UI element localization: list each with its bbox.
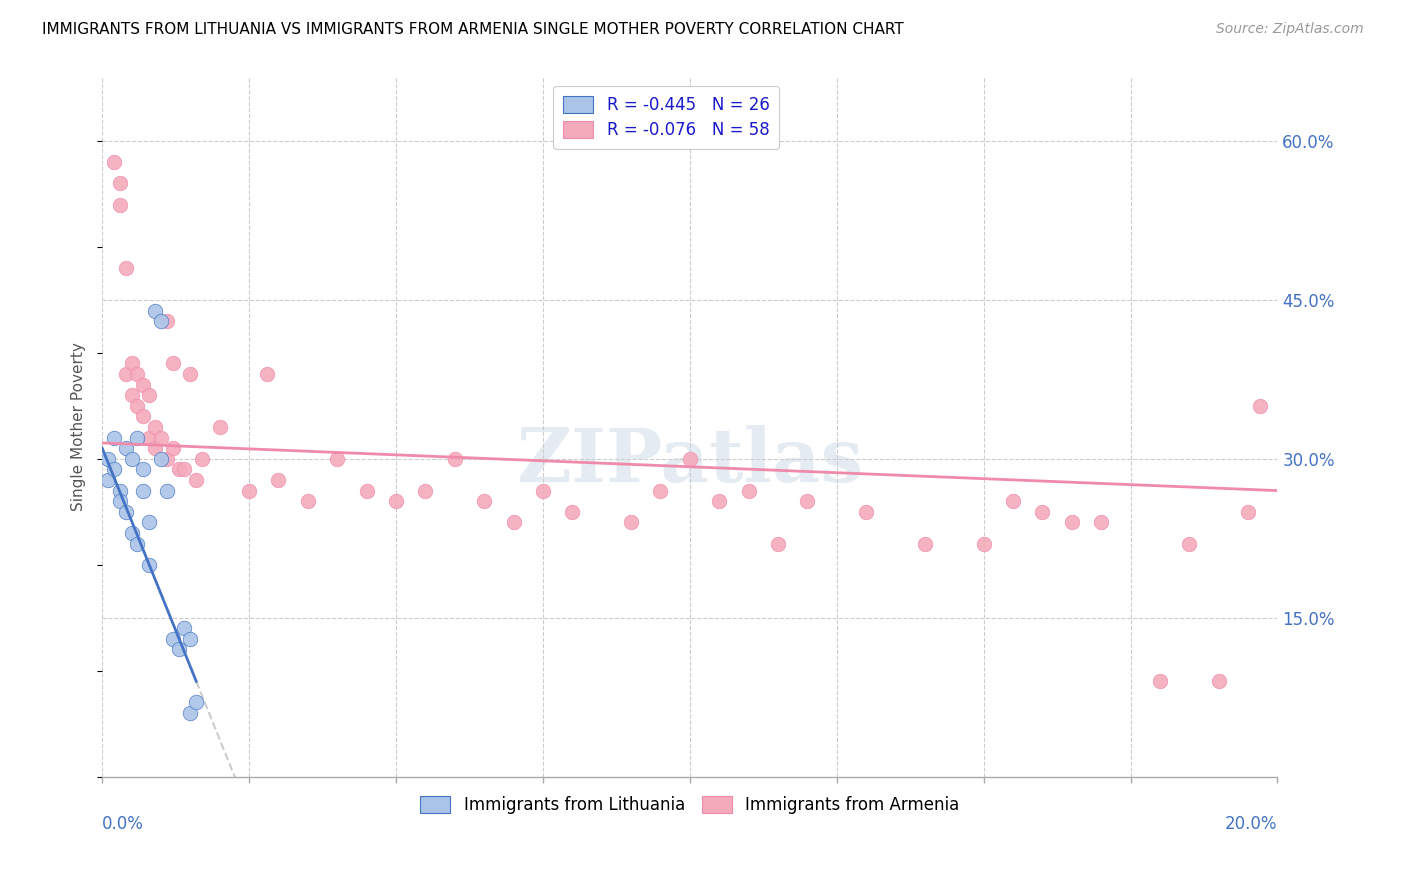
Point [1090, 516, 1112, 530]
Point [650, 483, 672, 498]
Point [97, 473, 120, 487]
Point [238, 483, 260, 498]
Point [149, 451, 172, 466]
Point [186, 696, 208, 710]
Point [114, 441, 136, 455]
Point [138, 431, 160, 445]
Point [121, 525, 143, 540]
Point [385, 494, 408, 508]
Point [156, 451, 179, 466]
Point [167, 462, 190, 476]
Point [356, 483, 378, 498]
Point [156, 314, 179, 328]
Point [1249, 399, 1271, 413]
Point [138, 558, 160, 572]
Point [191, 451, 214, 466]
Point [162, 632, 184, 646]
Point [127, 367, 149, 381]
Point [132, 377, 155, 392]
Point [766, 536, 789, 550]
Point [114, 367, 136, 381]
Point [914, 536, 936, 550]
Point [531, 483, 554, 498]
Point [132, 409, 155, 424]
Point [1149, 674, 1171, 689]
Point [162, 441, 184, 455]
Point [173, 621, 195, 635]
Point [502, 516, 524, 530]
Y-axis label: Single Mother Poverty: Single Mother Poverty [72, 343, 86, 511]
Point [127, 431, 149, 445]
Text: Source: ZipAtlas.com: Source: ZipAtlas.com [1216, 22, 1364, 37]
Point [138, 388, 160, 402]
Point [149, 314, 172, 328]
Point [973, 536, 995, 550]
Point [132, 462, 155, 476]
Point [186, 473, 208, 487]
Point [132, 483, 155, 498]
Point [103, 431, 125, 445]
Text: 20.0%: 20.0% [1225, 815, 1278, 833]
Point [208, 420, 231, 434]
Point [1208, 674, 1230, 689]
Point [855, 505, 877, 519]
Point [121, 451, 143, 466]
Point [156, 483, 179, 498]
Point [138, 516, 160, 530]
Point [179, 632, 201, 646]
Point [709, 494, 731, 508]
Point [114, 505, 136, 519]
Legend: Immigrants from Lithuania, Immigrants from Armenia: Immigrants from Lithuania, Immigrants fr… [413, 789, 966, 821]
Point [121, 356, 143, 370]
Point [1060, 516, 1083, 530]
Point [1031, 505, 1053, 519]
Text: 0.0%: 0.0% [103, 815, 143, 833]
Point [1001, 494, 1024, 508]
Point [108, 197, 131, 211]
Point [1237, 505, 1260, 519]
Point [108, 177, 131, 191]
Point [443, 451, 465, 466]
Point [143, 303, 166, 318]
Point [620, 516, 643, 530]
Point [679, 451, 702, 466]
Point [179, 706, 201, 720]
Point [1178, 536, 1201, 550]
Point [127, 536, 149, 550]
Point [121, 388, 143, 402]
Point [561, 505, 583, 519]
Point [179, 367, 201, 381]
Point [127, 399, 149, 413]
Point [737, 483, 759, 498]
Point [143, 420, 166, 434]
Point [472, 494, 495, 508]
Point [415, 483, 437, 498]
Point [97, 451, 120, 466]
Point [796, 494, 818, 508]
Point [108, 483, 131, 498]
Text: ZIPatlas: ZIPatlas [516, 425, 863, 499]
Point [256, 367, 278, 381]
Point [103, 155, 125, 169]
Point [326, 451, 349, 466]
Point [267, 473, 290, 487]
Text: IMMIGRANTS FROM LITHUANIA VS IMMIGRANTS FROM ARMENIA SINGLE MOTHER POVERTY CORRE: IMMIGRANTS FROM LITHUANIA VS IMMIGRANTS … [42, 22, 904, 37]
Point [103, 462, 125, 476]
Point [173, 462, 195, 476]
Point [162, 356, 184, 370]
Point [143, 441, 166, 455]
Point [167, 642, 190, 657]
Point [114, 261, 136, 276]
Point [108, 494, 131, 508]
Point [297, 494, 319, 508]
Point [149, 431, 172, 445]
